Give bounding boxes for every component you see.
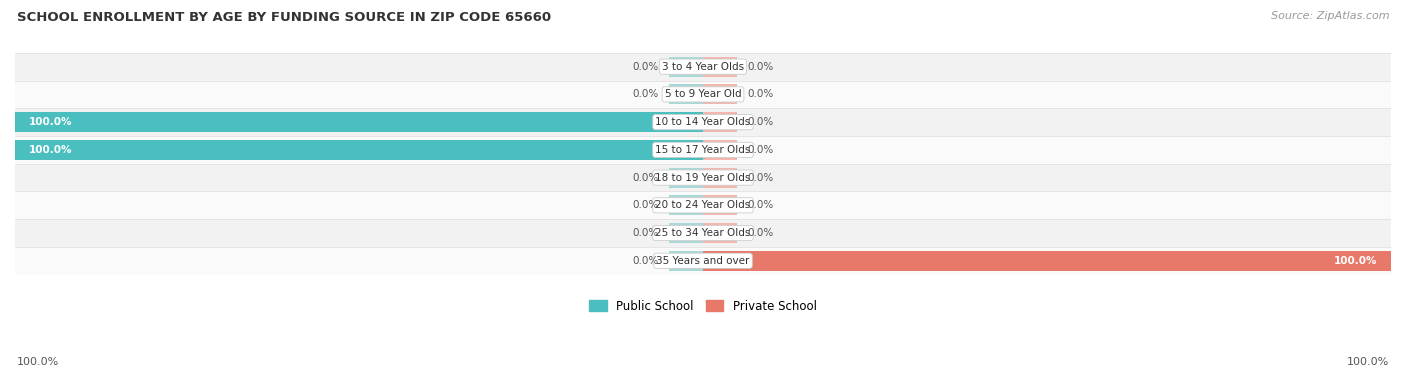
Bar [703, 251, 1391, 271]
Bar [15, 219, 1391, 247]
Text: 0.0%: 0.0% [633, 200, 658, 210]
Text: 0.0%: 0.0% [633, 62, 658, 72]
Text: 100.0%: 100.0% [17, 357, 59, 367]
Bar [669, 57, 703, 77]
Bar [703, 84, 737, 104]
Bar [15, 140, 703, 160]
Bar [669, 84, 703, 104]
Bar [15, 164, 1391, 191]
Text: 0.0%: 0.0% [633, 173, 658, 183]
Bar [15, 53, 1391, 81]
Text: 100.0%: 100.0% [28, 117, 72, 127]
Text: 0.0%: 0.0% [633, 228, 658, 238]
Text: Source: ZipAtlas.com: Source: ZipAtlas.com [1271, 11, 1389, 21]
Text: 25 to 34 Year Olds: 25 to 34 Year Olds [655, 228, 751, 238]
Bar [703, 112, 737, 132]
Text: 35 Years and over: 35 Years and over [657, 256, 749, 266]
Text: 100.0%: 100.0% [1334, 256, 1378, 266]
Text: 0.0%: 0.0% [748, 89, 773, 99]
Bar [15, 247, 1391, 275]
Text: 0.0%: 0.0% [748, 173, 773, 183]
Bar [669, 167, 703, 187]
Text: 0.0%: 0.0% [748, 145, 773, 155]
Bar [15, 136, 1391, 164]
Bar [703, 195, 737, 215]
Text: 100.0%: 100.0% [1347, 357, 1389, 367]
Text: 0.0%: 0.0% [633, 256, 658, 266]
Text: 20 to 24 Year Olds: 20 to 24 Year Olds [655, 200, 751, 210]
Bar [703, 140, 737, 160]
Bar [669, 251, 703, 271]
Bar [703, 223, 737, 243]
Text: 0.0%: 0.0% [633, 89, 658, 99]
Text: 15 to 17 Year Olds: 15 to 17 Year Olds [655, 145, 751, 155]
Bar [15, 81, 1391, 108]
Text: 0.0%: 0.0% [748, 117, 773, 127]
Bar [15, 108, 1391, 136]
Legend: Public School, Private School: Public School, Private School [585, 295, 821, 318]
Bar [703, 167, 737, 187]
Bar [669, 223, 703, 243]
Text: 0.0%: 0.0% [748, 200, 773, 210]
Text: 0.0%: 0.0% [748, 228, 773, 238]
Bar [703, 57, 737, 77]
Text: 100.0%: 100.0% [28, 145, 72, 155]
Text: SCHOOL ENROLLMENT BY AGE BY FUNDING SOURCE IN ZIP CODE 65660: SCHOOL ENROLLMENT BY AGE BY FUNDING SOUR… [17, 11, 551, 24]
Text: 3 to 4 Year Olds: 3 to 4 Year Olds [662, 62, 744, 72]
Text: 5 to 9 Year Old: 5 to 9 Year Old [665, 89, 741, 99]
Bar [15, 191, 1391, 219]
Text: 18 to 19 Year Olds: 18 to 19 Year Olds [655, 173, 751, 183]
Text: 10 to 14 Year Olds: 10 to 14 Year Olds [655, 117, 751, 127]
Text: 0.0%: 0.0% [748, 62, 773, 72]
Bar [669, 195, 703, 215]
Bar [15, 112, 703, 132]
